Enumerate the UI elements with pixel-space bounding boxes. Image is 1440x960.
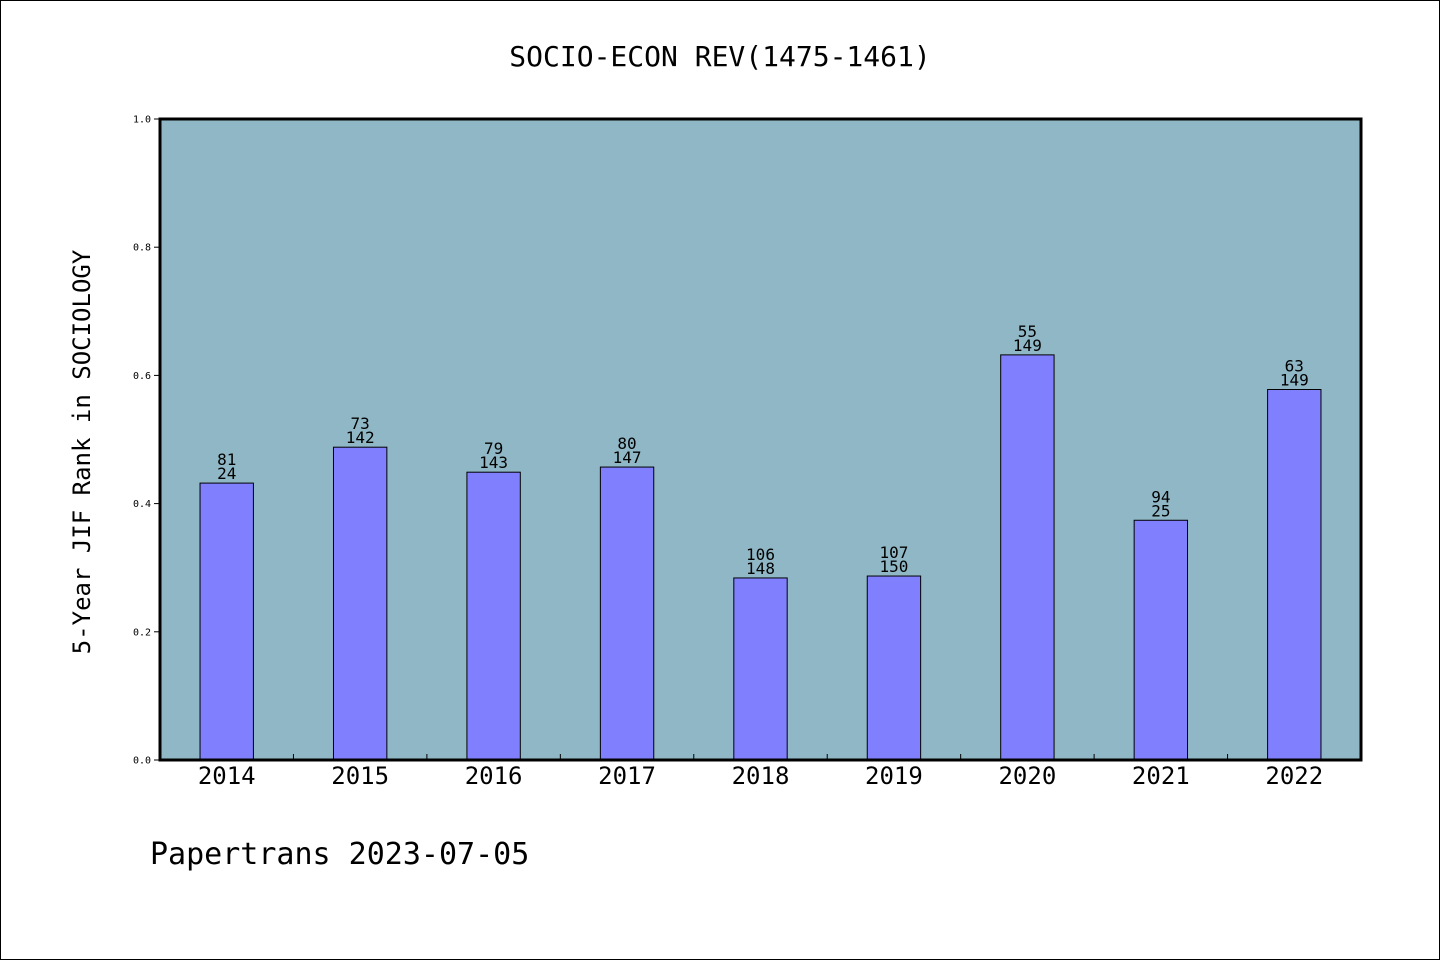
data-label-total: 143 xyxy=(479,453,508,472)
x-tick-label: 2017 xyxy=(598,762,656,790)
data-label-rank: 94 xyxy=(1151,487,1170,506)
data-label-rank: 79 xyxy=(484,439,503,458)
bar xyxy=(1000,354,1055,761)
y-tick-label: 0.4 xyxy=(133,499,151,510)
bar xyxy=(332,446,388,761)
data-label-rank: 80 xyxy=(617,434,636,453)
bar-series xyxy=(199,354,1322,761)
data-label-total: 147 xyxy=(613,448,642,467)
y-axis-label: 5-Year JIF Rank in SOCIOLOGY xyxy=(68,249,96,654)
y-tick-label: 0.6 xyxy=(133,371,151,382)
x-tick-label: 2016 xyxy=(465,762,523,790)
y-tick-label: 0.8 xyxy=(133,243,151,254)
footer-credit: Papertrans 2023-07-05 xyxy=(150,837,529,872)
y-tick-label: 0.0 xyxy=(133,756,151,767)
bar xyxy=(866,575,922,761)
data-label-total: 24 xyxy=(217,464,236,483)
data-label-rank: 55 xyxy=(1018,322,1037,341)
data-label-rank: 107 xyxy=(879,543,908,562)
data-label-total: 149 xyxy=(1280,371,1309,390)
data-label-total: 150 xyxy=(879,557,908,576)
data-label-total: 25 xyxy=(1151,501,1170,520)
y-axis-ticks: 0.0 0.2 0.4 0.6 0.8 1.0 xyxy=(133,115,160,767)
data-label-total: 142 xyxy=(346,428,375,447)
x-tick-label: 2022 xyxy=(1265,762,1323,790)
plot-border xyxy=(158,117,1363,762)
y-tick-label: 1.0 xyxy=(133,115,151,126)
x-tick-label: 2014 xyxy=(198,762,256,790)
x-tick-label: 2019 xyxy=(865,762,923,790)
bar xyxy=(466,471,521,761)
x-tick-label: 2015 xyxy=(331,762,389,790)
data-label-rank: 81 xyxy=(217,450,236,469)
x-tick-label: 2021 xyxy=(1132,762,1190,790)
bar xyxy=(733,577,788,761)
data-label-rank: 73 xyxy=(351,414,370,433)
bar xyxy=(599,466,655,761)
x-tick-label: 2020 xyxy=(998,762,1056,790)
bar xyxy=(1133,519,1189,761)
chart-title: SOCIO-ECON REV(1475-1461) xyxy=(509,40,930,73)
bar xyxy=(1267,389,1322,761)
data-label-total: 149 xyxy=(1013,336,1042,355)
bar xyxy=(199,482,254,761)
data-label-rank: 106 xyxy=(746,545,775,564)
data-labels: 8124731427914380147106148107150551499425… xyxy=(217,322,1309,578)
y-tick-label: 0.2 xyxy=(133,627,151,638)
x-tick-label: 2018 xyxy=(732,762,790,790)
data-label-total: 148 xyxy=(746,559,775,578)
x-axis-ticks: 2014 2015 2016 2017 2018 2019 2020 2021 2022 xyxy=(198,754,1323,790)
data-label-rank: 63 xyxy=(1285,357,1304,376)
